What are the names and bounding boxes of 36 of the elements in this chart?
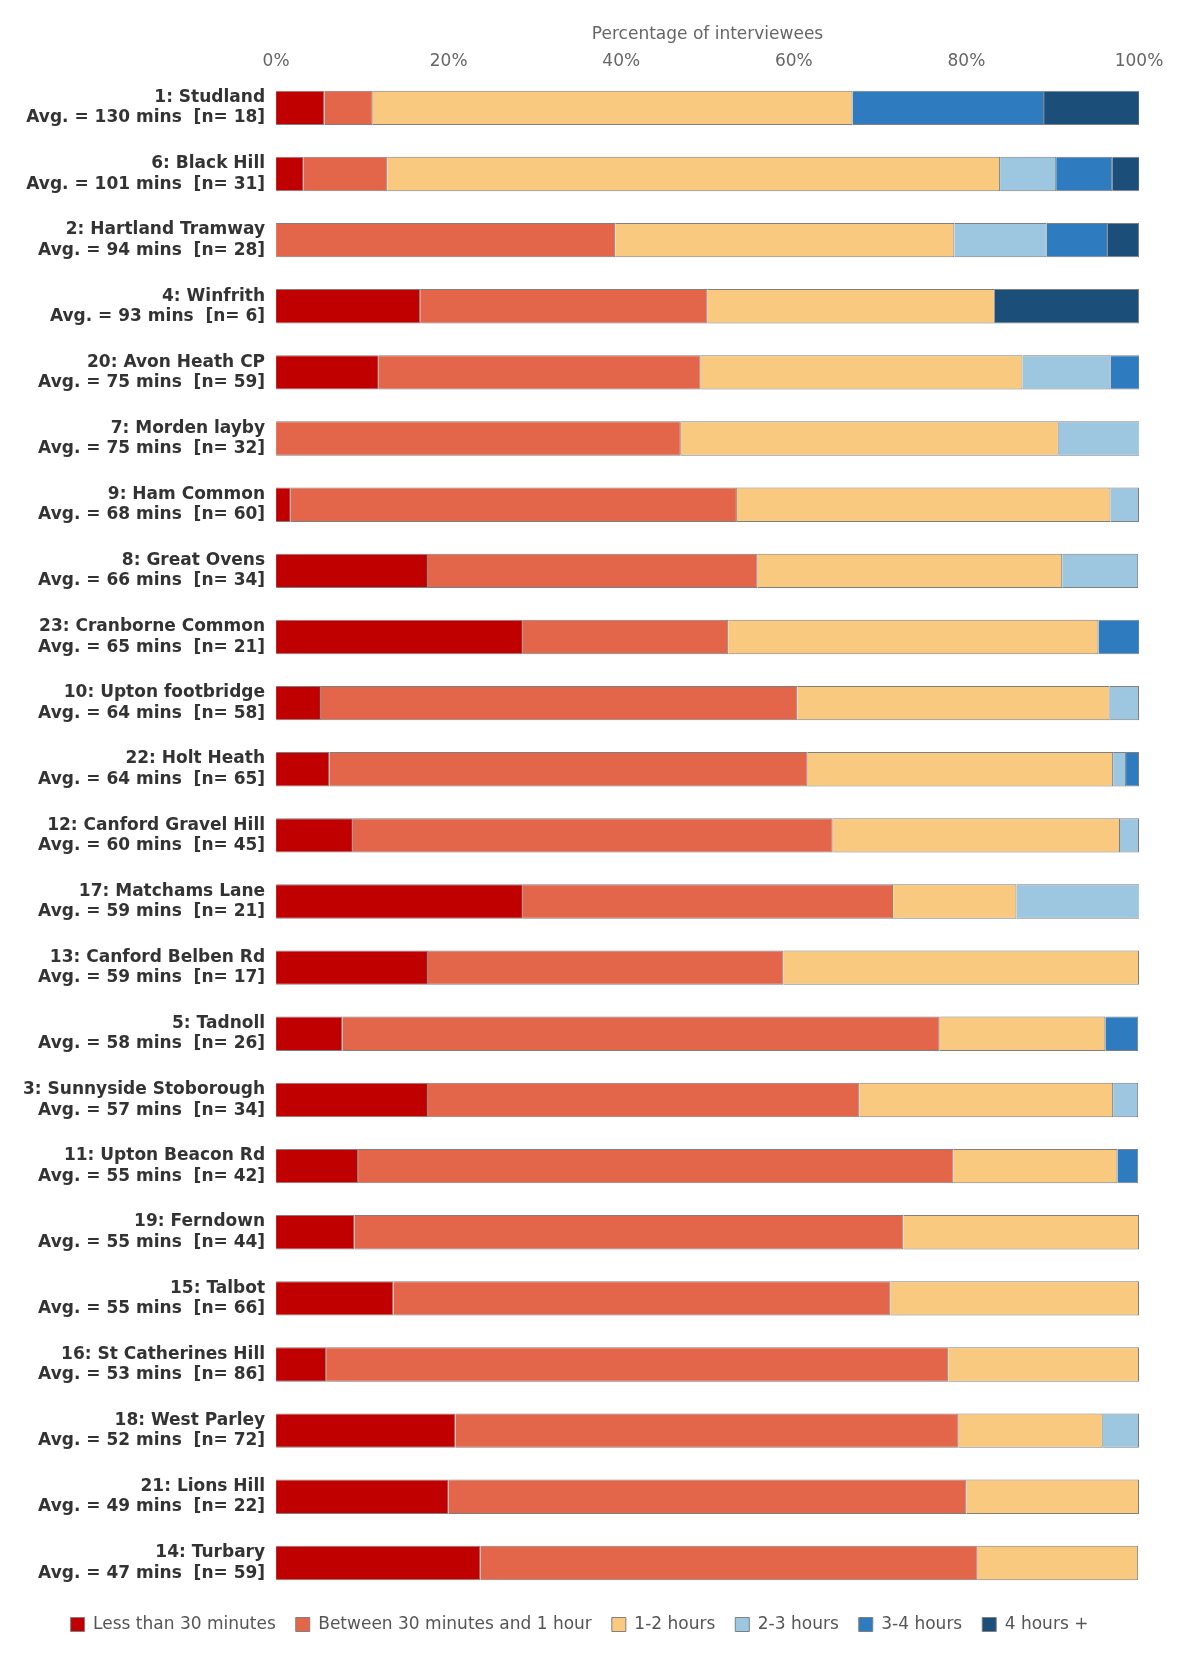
y-tick-label: 21: Lions Hill Avg. = 49 mins [n= 22] (38, 1475, 266, 1516)
x-tick-label: 80% (947, 50, 986, 71)
y-tick-label: 9: Ham Common Avg. = 68 mins [n= 60] (38, 482, 266, 524)
y-tick-label: 12: Canford Gravel Hill Avg. = 60 mins [n= 45] (38, 813, 266, 855)
legend-label: 4 hours + (1004, 1612, 1089, 1633)
y-tick-label: 15: Talbot Avg. = 55 mins [n= 66] (38, 1276, 266, 1317)
x-tick-label: 60% (774, 50, 813, 71)
x-axis-title: Percentage of interviewees (591, 22, 824, 43)
y-tick-label: 4: Winfrith Avg. = 93 mins [n= 6] (49, 284, 266, 325)
y-tick-label: 11: Upton Beacon Rd Avg. = 55 mins [n= 42] (38, 1144, 266, 1185)
x-tick-label: 40% (602, 50, 641, 71)
y-tick-label: 19: Ferndown Avg. = 55 mins [n= 44] (38, 1210, 266, 1251)
y-tick-label: 17: Matchams Lane Avg. = 59 mins [n= 21] (38, 879, 266, 921)
y-tick-label: 1: Studland Avg. = 130 mins [n= 18] (26, 86, 266, 127)
y-tick-label: 8: Great Ovens Avg. = 66 mins [n= 34] (38, 549, 266, 590)
y-tick-label: 5: Tadnoll Avg. = 58 mins [n= 26] (38, 1012, 266, 1053)
legend-label: Between 30 minutes and 1 hour (318, 1612, 592, 1633)
y-tick-label: 16: St Catherines Hill Avg. = 53 mins [n= 86] (38, 1342, 266, 1384)
legend-label: 3-4 hours (881, 1612, 963, 1633)
y-tick-label: 22: Holt Heath Avg. = 64 mins [n= 65] (38, 747, 266, 788)
y-tick-label: 3: Sunnyside Stoborough Avg. = 57 mins [n= 34] (23, 1078, 266, 1119)
y-tick-label: 2: Hartland Tramway Avg. = 94 mins [n= 28] (38, 218, 266, 259)
y-tick-label: 7: Morden layby Avg. = 75 mins [n= 32] (38, 416, 266, 458)
x-tick-label: 20% (429, 50, 468, 71)
y-tick-label: 20: Avon Heath CP Avg. = 75 mins [n= 59] (38, 350, 266, 392)
y-tick-label: 6: Black Hill Avg. = 101 mins [n= 31] (26, 152, 266, 193)
x-tick-label: 0% (262, 50, 290, 71)
y-tick-label: 10: Upton footbridge Avg. = 64 mins [n= 58] (38, 681, 266, 722)
y-tick-label: 14: Turbary Avg. = 47 mins [n= 59] (38, 1541, 266, 1582)
legend-label: 1-2 hours (634, 1612, 716, 1633)
legend-label: Less than 30 minutes (93, 1612, 276, 1633)
y-tick-label: 23: Cranborne Common Avg. = 65 mins [n= 21] (38, 615, 266, 656)
y-tick-label: 18: West Parley Avg. = 52 mins [n= 72] (38, 1408, 266, 1450)
x-tick-label: 100% (1114, 50, 1164, 71)
y-tick-label: 13: Canford Belben Rd Avg. = 59 mins [n= 17] (38, 945, 266, 987)
legend-label: 2-3 hours (757, 1612, 839, 1633)
